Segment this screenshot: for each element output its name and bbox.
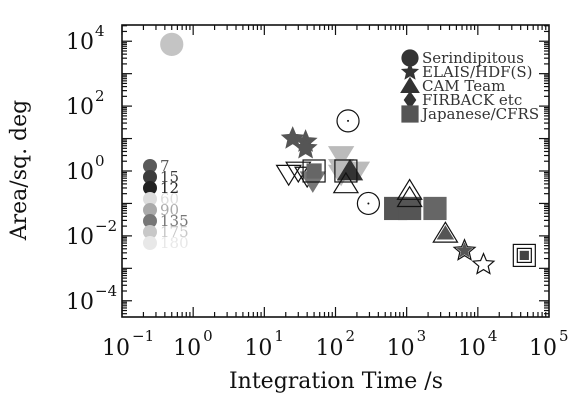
legend-label: Japanese/CFRS <box>420 105 539 123</box>
axis-ticks <box>121 25 549 317</box>
x-tick-label: 10 <box>529 336 557 361</box>
x-tick-label-exp: 3 <box>417 327 427 345</box>
wavelength-label: 12 <box>160 179 179 197</box>
y-tick-label: 10 <box>66 160 94 185</box>
y-tick-label: 10 <box>66 290 94 315</box>
data-points <box>160 32 536 275</box>
x-tick-label: 10 <box>387 336 415 361</box>
x-tick-label-exp: 5 <box>559 327 569 345</box>
data-point-circle <box>336 109 360 133</box>
wavelength-swatch <box>143 203 157 217</box>
data-point-triangle <box>432 221 459 243</box>
x-tick-labels: 10 −1 10 0 10 1 10 2 10 3 10 4 10 5 <box>102 327 569 361</box>
wavelength-label: 60 <box>160 190 179 208</box>
data-point-triangle-down <box>327 146 355 168</box>
y-tick-label: 10 <box>66 225 94 250</box>
x-tick-label: 10 <box>102 336 130 361</box>
wavelength-swatch <box>143 170 157 184</box>
y-tick-label-exp: −2 <box>95 217 117 235</box>
x-tick-label: 10 <box>316 336 344 361</box>
y-tick-label-exp: 4 <box>95 22 105 40</box>
data-point-square <box>519 250 529 261</box>
data-point-center <box>367 202 370 205</box>
x-tick-label: 10 <box>458 336 486 361</box>
x-axis-title: Integration Time /s <box>229 369 443 394</box>
data-point-center <box>347 119 350 122</box>
data-point-star <box>456 242 473 258</box>
data-point-triangle <box>332 171 360 194</box>
wavelength-label: 135 <box>160 212 189 230</box>
wavelength-swatch <box>143 159 157 173</box>
wavelength-swatch <box>143 214 157 228</box>
data-point-triangle-down <box>275 164 302 187</box>
legend-label: Serindipitous <box>422 49 524 67</box>
y-tick-label: 10 <box>66 30 94 55</box>
data-point-star <box>293 135 318 159</box>
x-tick-label-exp: 2 <box>346 327 356 345</box>
wavelength-swatch <box>143 236 157 250</box>
data-point-square <box>302 159 326 183</box>
wavelength-swatch <box>143 181 157 195</box>
data-point-star <box>452 238 477 261</box>
legend-marker-square <box>401 105 419 123</box>
data-point-square <box>306 163 322 179</box>
data-point-star <box>471 252 496 275</box>
data-point-circle <box>160 32 184 56</box>
x-tick-label: 10 <box>173 336 201 361</box>
data-point-triangle <box>396 178 423 200</box>
wavelength-swatch <box>143 225 157 239</box>
legend-label: CAM Team <box>422 77 505 95</box>
x-tick-label-exp: 4 <box>488 327 498 345</box>
x-tick-label-exp: 1 <box>274 327 284 345</box>
legend-marker-triangle <box>400 76 420 94</box>
wavelength-label: 7 <box>160 157 170 175</box>
legend-label: ELAIS/HDF(S) <box>422 63 533 81</box>
data-point-triangle <box>396 185 423 208</box>
data-point-star <box>280 126 305 149</box>
y-axis-title: Area/sq. deg <box>7 100 32 242</box>
x-tick-label-exp: −1 <box>132 327 154 345</box>
y-tick-label-exp: 2 <box>95 87 105 105</box>
data-point-square <box>516 247 532 264</box>
wavelength-label: 180 <box>160 234 189 252</box>
x-tick-label: 10 <box>244 336 272 361</box>
wavelength-label: 15 <box>160 168 179 186</box>
legend-marker-star <box>400 62 420 80</box>
wavelength-swatch <box>143 192 157 206</box>
data-point-square <box>423 196 447 221</box>
data-point-square <box>512 243 536 268</box>
x-tick-label-exp: 0 <box>203 327 213 345</box>
data-point-triangle <box>436 225 455 240</box>
data-point-circle <box>356 191 381 216</box>
data-point-square <box>398 196 422 221</box>
y-tick-label-exp: −4 <box>95 282 117 300</box>
wavelength-label: 90 <box>160 201 179 219</box>
data-point-square <box>334 159 358 183</box>
y-tick-label: 10 <box>66 95 94 120</box>
wavelength-label: 175 <box>160 223 189 241</box>
legend-label: FIRBACK etc <box>422 91 522 109</box>
y-tick-label-exp: 0 <box>95 152 105 170</box>
